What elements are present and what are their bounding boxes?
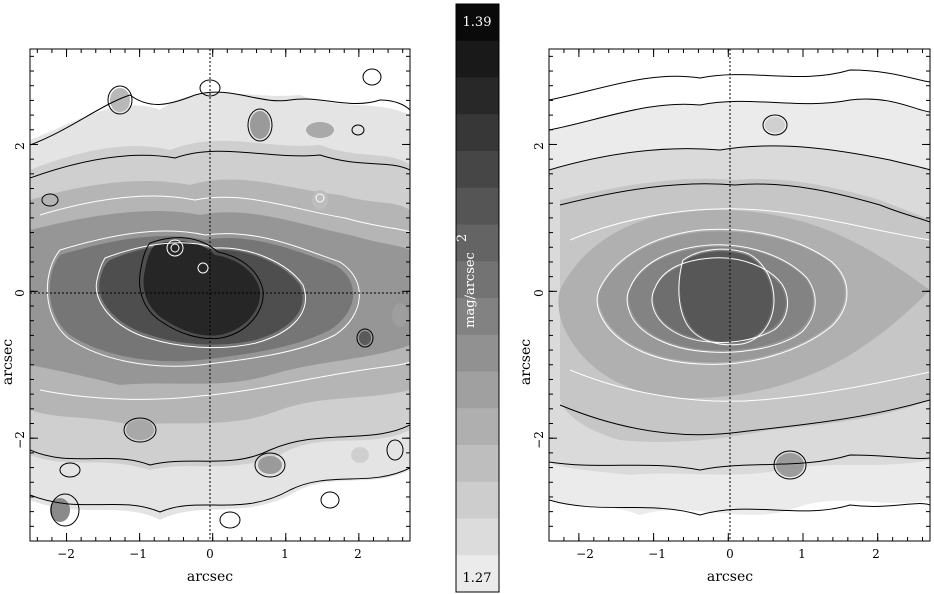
left-image xyxy=(30,49,410,541)
left-x-tick-label: −1 xyxy=(129,547,147,561)
right-y-tick-labels: 2 0 −2 xyxy=(532,142,546,449)
colorbar-step xyxy=(456,4,499,42)
colorbar-max-label: 1.39 xyxy=(463,15,492,30)
colorbar-steps xyxy=(456,4,499,593)
colorbar-unit-superscript: 2 xyxy=(455,234,470,242)
right-y-tick-label: −2 xyxy=(532,431,546,449)
colorbar-step xyxy=(456,298,499,336)
right-x-tick-label: −2 xyxy=(576,547,594,561)
left-x-tick-label: −2 xyxy=(57,547,75,561)
colorbar-step xyxy=(456,224,499,262)
right-panel: −2 −1 0 1 2 2 0 −2 arcsec arcsec xyxy=(518,48,931,585)
right-x-axis-label: arcsec xyxy=(707,569,753,585)
colorbar-step xyxy=(456,555,499,593)
right-y-axis-label: arcsec xyxy=(518,339,534,385)
colorbar-step xyxy=(456,261,499,299)
right-x-tick-label: 0 xyxy=(726,547,734,561)
left-x-axis-label: arcsec xyxy=(187,569,233,585)
left-y-axis-label: arcsec xyxy=(0,339,16,385)
left-x-tick-label: 2 xyxy=(354,547,362,561)
right-axis-ticks xyxy=(548,49,930,542)
right-x-tick-labels: −2 −1 0 1 2 xyxy=(576,547,880,561)
right-x-tick-label: −1 xyxy=(648,547,666,561)
colorbar-step xyxy=(456,187,499,225)
right-x-tick-label: 2 xyxy=(872,547,880,561)
colorbar-step xyxy=(456,114,499,152)
colorbar-step xyxy=(456,445,499,483)
right-image xyxy=(549,49,930,541)
left-y-tick-label: 0 xyxy=(13,289,27,297)
left-x-tick-label: 0 xyxy=(206,547,214,561)
colorbar-step xyxy=(456,77,499,115)
colorbar-unit-label: mag/arcsec xyxy=(463,252,478,328)
right-plot-frame xyxy=(548,48,931,542)
left-x-tick-labels: −2 −1 0 1 2 xyxy=(57,547,362,561)
right-y-tick-label: 0 xyxy=(532,289,546,297)
colorbar-min-label: 1.27 xyxy=(463,571,492,586)
colorbar-step xyxy=(456,518,499,556)
colorbar-step xyxy=(456,334,499,372)
colorbar-step xyxy=(456,408,499,446)
colorbar-frame xyxy=(455,3,500,593)
right-x-tick-label: 1 xyxy=(798,547,806,561)
left-plot-frame xyxy=(29,48,411,542)
left-axis-ticks xyxy=(30,49,410,542)
left-y-tick-label: −2 xyxy=(13,431,27,449)
colorbar-step xyxy=(456,371,499,409)
colorbar-step xyxy=(456,151,499,189)
left-y-tick-labels: 2 0 −2 xyxy=(13,142,27,449)
left-y-tick-label: 2 xyxy=(13,142,27,150)
colorbar: 1.39 1.27 mag/arcsec 2 xyxy=(455,3,500,593)
right-y-tick-label: 2 xyxy=(532,142,546,150)
colorbar-step xyxy=(456,40,499,78)
left-panel: −2 −1 0 1 2 2 0 −2 arcsec arcsec xyxy=(0,48,411,585)
colorbar-step xyxy=(456,481,499,519)
left-x-tick-label: 1 xyxy=(281,547,289,561)
